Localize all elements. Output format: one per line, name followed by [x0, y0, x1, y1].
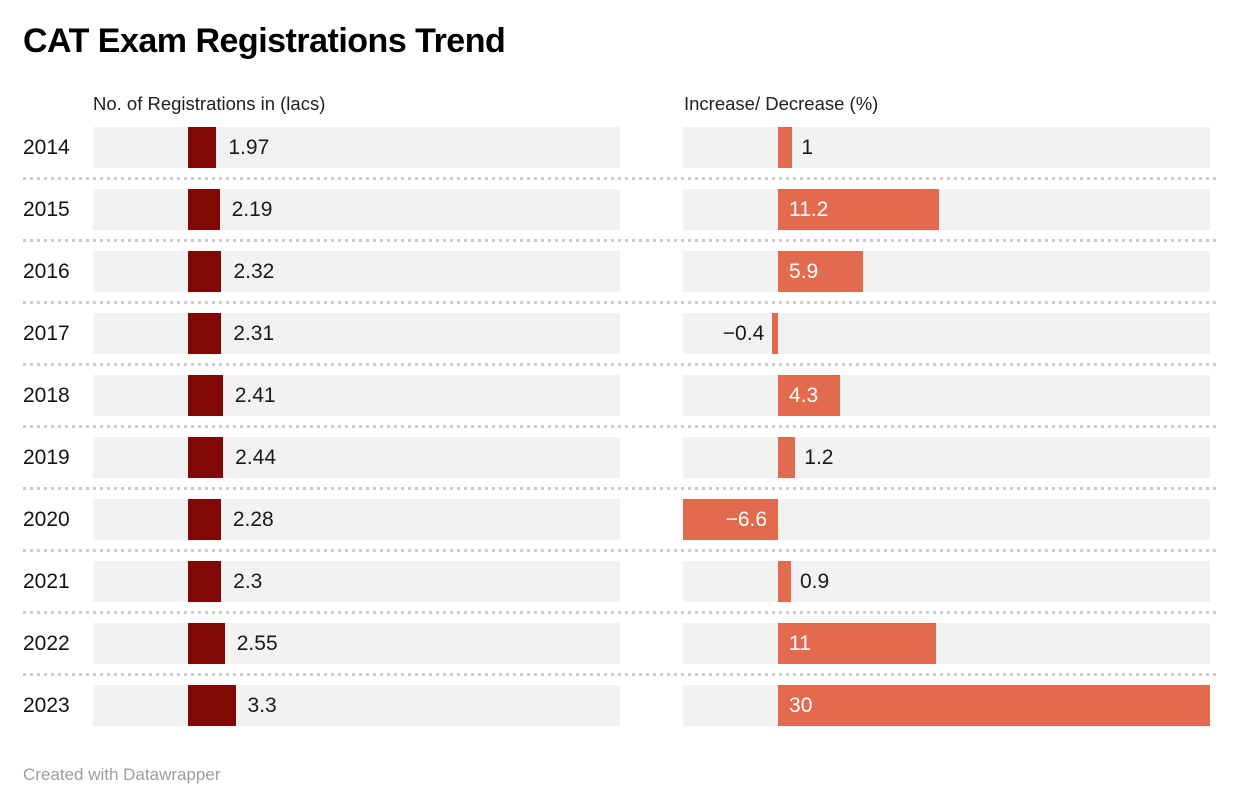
registrations-track: 2.55 [93, 623, 620, 664]
change-bar [778, 189, 940, 230]
change-bar [772, 313, 779, 354]
change-value: 4.3 [789, 384, 819, 407]
year-label: 2022 [23, 632, 70, 655]
change-value: −6.6 [725, 508, 768, 531]
registrations-value: 2.32 [233, 260, 275, 283]
registrations-value: 2.44 [235, 446, 277, 469]
registrations-value: 2.41 [234, 384, 276, 407]
change-track: 11 [683, 623, 1210, 664]
change-value: 11.2 [789, 198, 829, 221]
table-row: 2019 2.44 1.2 [0, 437, 1240, 478]
change-track: 1.2 [683, 437, 1210, 478]
row-separator [23, 177, 1217, 180]
registrations-track: 2.3 [93, 561, 620, 602]
change-track: −0.4 [683, 313, 1210, 354]
change-track: −6.6 [683, 499, 1210, 540]
registrations-bar [188, 561, 222, 602]
year-label: 2023 [23, 694, 70, 717]
registrations-bar [188, 251, 222, 292]
attribution: Created with Datawrapper [23, 765, 221, 784]
change-bar [778, 375, 840, 416]
table-row: 2023 3.3 30 [0, 685, 1240, 726]
change-track: 5.9 [683, 251, 1210, 292]
registrations-bar [188, 685, 236, 726]
year-label: 2019 [23, 446, 70, 469]
column-header-registrations: No. of Registrations in (lacs) [93, 93, 326, 114]
change-track: 30 [683, 685, 1210, 726]
table-row: 2022 2.55 11 [0, 623, 1240, 664]
change-value: 1.2 [804, 446, 834, 469]
registrations-value: 2.55 [236, 632, 278, 655]
change-value: −0.4 [722, 322, 765, 345]
change-track: 11.2 [683, 189, 1210, 230]
row-separator [23, 549, 1217, 552]
row-separator [23, 487, 1217, 490]
table-row: 2018 2.41 4.3 [0, 375, 1240, 416]
change-value: 1 [801, 136, 814, 159]
registrations-bar [188, 313, 222, 354]
row-separator [23, 239, 1217, 242]
year-label: 2015 [23, 198, 70, 221]
change-bar [778, 437, 796, 478]
table-row: 2016 2.32 5.9 [0, 251, 1240, 292]
table-row: 2014 1.97 1 [0, 127, 1240, 168]
registrations-bar [188, 375, 223, 416]
year-label: 2016 [23, 260, 70, 283]
row-separator [23, 425, 1217, 428]
row-separator [23, 363, 1217, 366]
row-separator [23, 673, 1217, 676]
change-bar [683, 499, 779, 540]
registrations-bar [188, 623, 225, 664]
year-label: 2018 [23, 384, 70, 407]
registrations-track: 1.97 [93, 127, 620, 168]
registrations-value: 2.31 [233, 322, 275, 345]
registrations-bar [188, 127, 217, 168]
registrations-value: 2.28 [232, 508, 274, 531]
registrations-track: 2.31 [93, 313, 620, 354]
table-row: 2020 2.28 −6.6 [0, 499, 1240, 540]
registrations-bar [188, 189, 220, 230]
column-header-change: Increase/ Decrease (%) [684, 93, 879, 114]
row-separator [23, 611, 1217, 614]
registrations-track: 2.44 [93, 437, 620, 478]
row-separator [23, 301, 1217, 304]
change-bar [778, 251, 863, 292]
change-bar [778, 127, 793, 168]
registrations-value: 2.19 [231, 198, 273, 221]
chart-title: CAT Exam Registrations Trend [23, 22, 506, 60]
registrations-track: 2.41 [93, 375, 620, 416]
table-row: 2015 2.19 11.2 [0, 189, 1240, 230]
change-track: 0.9 [683, 561, 1210, 602]
registrations-value: 3.3 [247, 694, 277, 717]
registrations-track: 2.28 [93, 499, 620, 540]
year-label: 2014 [23, 136, 70, 159]
registrations-value: 1.97 [228, 136, 270, 159]
change-bar [778, 623, 937, 664]
registrations-track: 2.32 [93, 251, 620, 292]
change-track: 4.3 [683, 375, 1210, 416]
change-value: 0.9 [799, 570, 830, 593]
change-bar [778, 561, 791, 602]
table-row: 2021 2.3 0.9 [0, 561, 1240, 602]
change-value: 5.9 [789, 260, 819, 283]
change-track: 1 [683, 127, 1210, 168]
change-value: 30 [789, 694, 813, 717]
registrations-track: 3.3 [93, 685, 620, 726]
year-label: 2020 [23, 508, 70, 531]
table-row: 2017 2.31 −0.4 [0, 313, 1240, 354]
registrations-bar [188, 499, 221, 540]
year-label: 2021 [23, 570, 70, 593]
registrations-track: 2.19 [93, 189, 620, 230]
registrations-bar [188, 437, 224, 478]
change-bar [778, 685, 1210, 726]
change-value: 11 [789, 632, 811, 655]
registrations-value: 2.3 [233, 570, 263, 593]
year-label: 2017 [23, 322, 70, 345]
